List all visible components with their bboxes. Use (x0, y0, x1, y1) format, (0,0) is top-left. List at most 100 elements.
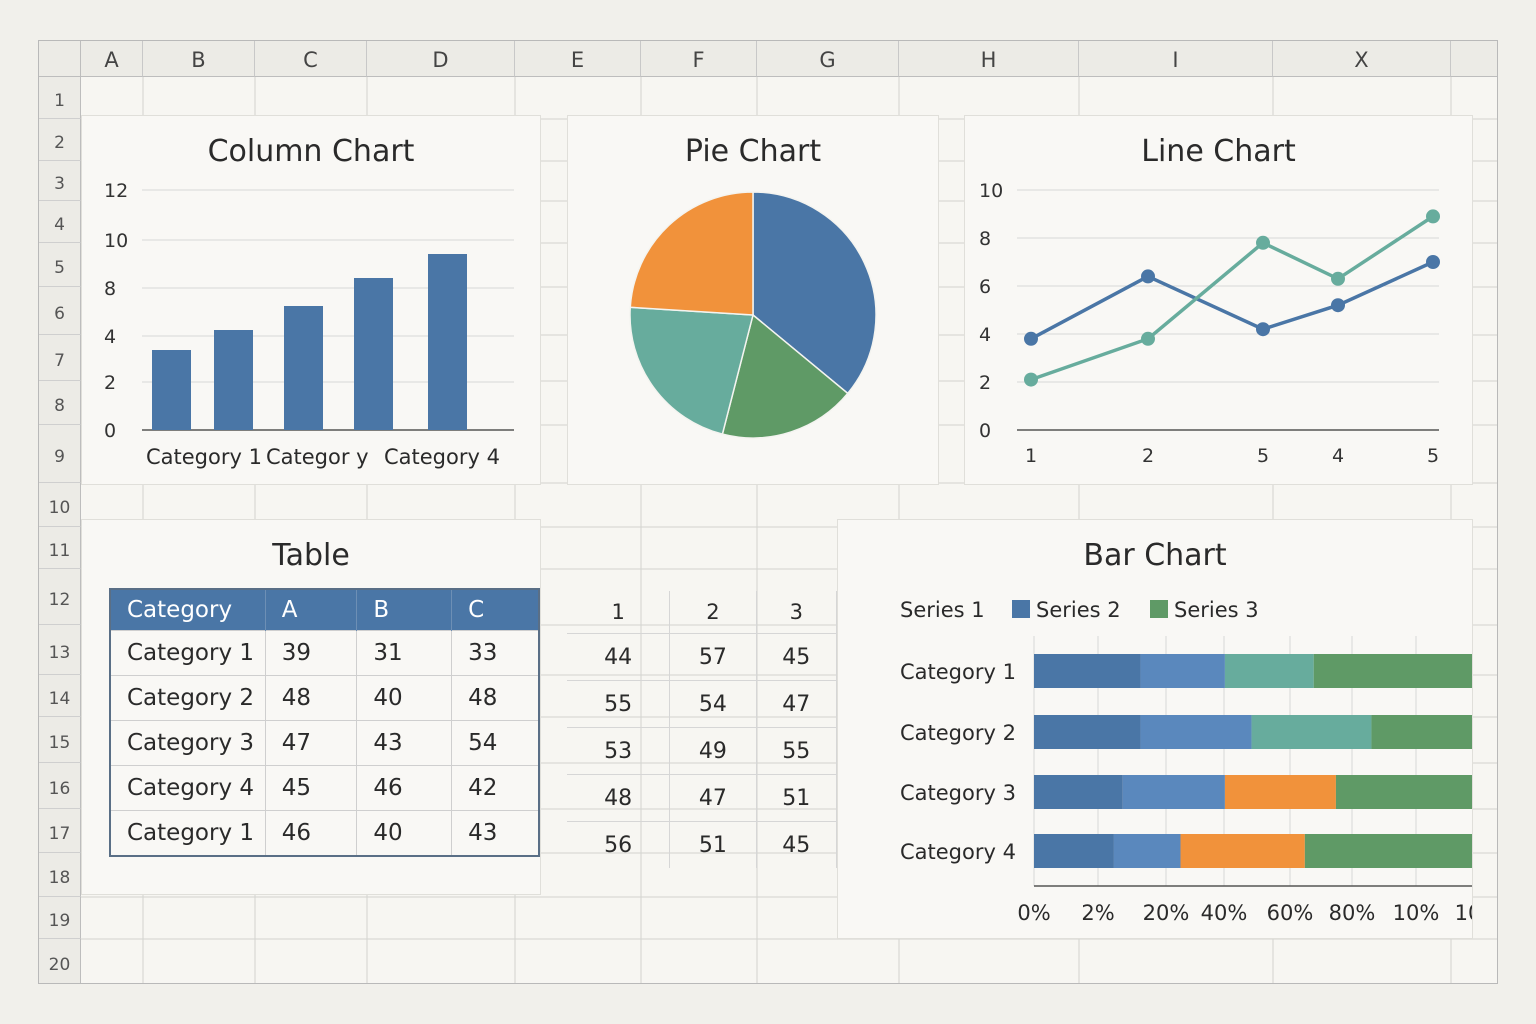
table-cell[interactable]: 42 (451, 765, 540, 811)
table-cell[interactable]: Category 2 (110, 675, 266, 721)
row-header-6[interactable]: 6 (39, 287, 81, 335)
number-cell[interactable]: 51 (756, 774, 837, 822)
pie-chart-title: Pie Chart (684, 134, 822, 169)
table-cell[interactable]: 40 (356, 810, 453, 856)
number-cell[interactable]: 56 (567, 821, 671, 868)
number-cell[interactable]: 45 (756, 633, 837, 681)
row-header-1[interactable]: 1 (39, 77, 81, 119)
number-header-cell[interactable]: 2 (669, 591, 757, 634)
y-tick-label: 0 (104, 420, 116, 442)
table-cell[interactable]: Category 3 (110, 720, 266, 766)
number-cell[interactable]: 53 (567, 727, 671, 775)
number-cell[interactable]: 48 (567, 774, 671, 822)
column-header-e[interactable]: E (515, 41, 641, 77)
row-header-9[interactable]: 9 (39, 425, 81, 483)
table-panel[interactable]: Table Category A B C Category 1 39 31 33 Categor… (81, 519, 541, 895)
column-header-c[interactable]: C (255, 41, 367, 77)
number-header-cell[interactable]: 1 (567, 591, 671, 634)
pie-chart-panel[interactable]: Pie Chart (567, 115, 939, 485)
table-cell[interactable]: 48 (451, 675, 540, 721)
row-header-17[interactable]: 17 (39, 809, 81, 853)
row-header-8[interactable]: 8 (39, 381, 81, 425)
number-cell[interactable]: 54 (669, 680, 757, 728)
row-header-14[interactable]: 14 (39, 675, 81, 717)
table-cell[interactable]: 48 (265, 675, 358, 721)
bar-segment (1335, 775, 1472, 809)
table-row: Category 1 46 40 43 (110, 810, 540, 856)
select-all-corner[interactable] (39, 41, 81, 77)
table-cell[interactable]: 47 (265, 720, 358, 766)
column-header-h[interactable]: H (899, 41, 1079, 77)
table-cell[interactable]: 39 (265, 630, 358, 676)
row-header-18[interactable]: 18 (39, 853, 81, 897)
table-header-cell[interactable]: Category (110, 589, 266, 631)
row-header-5[interactable]: 5 (39, 243, 81, 287)
data-point (1426, 255, 1440, 269)
table-header-cell[interactable]: B (356, 589, 453, 631)
column-header-x[interactable]: X (1273, 41, 1451, 77)
table-cell[interactable]: 54 (451, 720, 540, 766)
table-cell[interactable]: 45 (265, 765, 358, 811)
row-header-10[interactable]: 10 (39, 483, 81, 527)
column-chart: 12 10 8 4 2 0 Category 1 Categor y Category 4 (104, 180, 514, 469)
number-cell[interactable]: 47 (756, 680, 837, 728)
row-header-12[interactable]: 12 (39, 569, 81, 625)
column-header-f[interactable]: F (641, 41, 757, 77)
series-line (1030, 260, 1434, 341)
column-chart-title: Column Chart (207, 134, 415, 169)
column-chart-panel[interactable]: Column Chart 12 10 8 4 2 0 Category 1 Categor y… (81, 115, 541, 485)
table-cell[interactable]: 43 (451, 810, 540, 856)
table-row: Category 2 48 40 48 (110, 675, 540, 721)
column-bar (354, 278, 393, 430)
column-header-a[interactable]: A (81, 41, 143, 77)
column-header-empty[interactable] (1451, 41, 1497, 77)
table-cell[interactable]: 33 (451, 630, 540, 676)
number-cell[interactable]: 44 (567, 633, 671, 681)
number-cell[interactable]: 51 (669, 821, 757, 868)
bar-chart-panel[interactable]: Bar Chart Series 1 Series 2 Series 3 Catego… (837, 519, 1473, 939)
pie-chart (629, 191, 877, 439)
number-cell[interactable]: 55 (567, 680, 671, 728)
number-cell[interactable]: 45 (756, 821, 837, 868)
category-label: Category 3 (900, 781, 1016, 805)
column-header-g[interactable]: G (757, 41, 899, 77)
column-header-d[interactable]: D (367, 41, 515, 77)
row-header-11[interactable]: 11 (39, 527, 81, 569)
row-header-16[interactable]: 16 (39, 763, 81, 809)
row-header-4[interactable]: 4 (39, 201, 81, 243)
bar-segment (1034, 654, 1141, 688)
row-header-3[interactable]: 3 (39, 161, 81, 201)
number-row: 44 57 45 (567, 633, 837, 681)
table-cell[interactable]: 40 (356, 675, 453, 721)
number-cell[interactable]: 47 (669, 774, 757, 822)
row-header-19[interactable]: 19 (39, 897, 81, 939)
row-header-13[interactable]: 13 (39, 625, 81, 675)
legend-swatch (1150, 600, 1168, 618)
y-tick-label: 4 (104, 326, 116, 348)
row-header-20[interactable]: 20 (39, 939, 81, 983)
number-cell[interactable]: 57 (669, 633, 757, 681)
number-header-cell[interactable]: 3 (756, 591, 837, 634)
row-header-2[interactable]: 2 (39, 119, 81, 161)
table-cell[interactable]: 43 (356, 720, 453, 766)
table-cell[interactable]: Category 4 (110, 765, 266, 811)
table-header-cell[interactable]: A (265, 589, 358, 631)
number-cell[interactable]: 49 (669, 727, 757, 775)
number-cell[interactable]: 55 (756, 727, 837, 775)
row-header-7[interactable]: 7 (39, 335, 81, 381)
row-header-15[interactable]: 15 (39, 717, 81, 763)
table-cell[interactable]: 31 (356, 630, 453, 676)
table-header-cell[interactable]: C (451, 589, 540, 631)
column-header-b[interactable]: B (143, 41, 255, 77)
table-cell[interactable]: Category 1 (110, 810, 266, 856)
line-chart-panel[interactable]: Line Chart 10 8 6 4 2 0 1 2 5 4 5 (964, 115, 1473, 485)
category-label: Category 4 (900, 840, 1016, 864)
table-cell[interactable]: 46 (265, 810, 358, 856)
column-header-i[interactable]: I (1079, 41, 1273, 77)
x-tick-label: 40% (1201, 901, 1248, 925)
pie-slice (752, 191, 877, 395)
bar-segment (1371, 715, 1472, 749)
x-tick-label: 2 (1142, 445, 1154, 467)
table-cell[interactable]: 46 (356, 765, 453, 811)
table-cell[interactable]: Category 1 (110, 630, 266, 676)
